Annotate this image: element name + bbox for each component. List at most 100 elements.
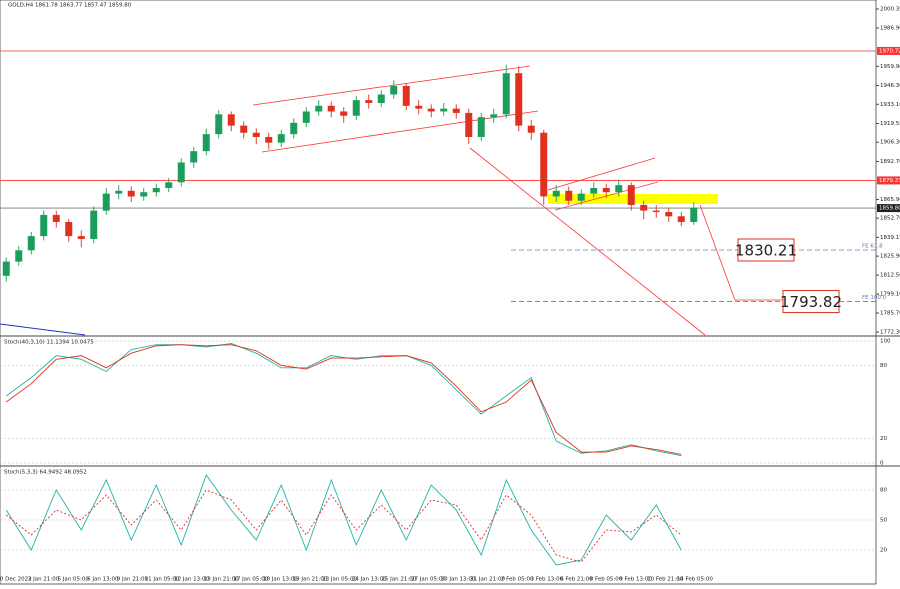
candle-body: [640, 204, 648, 211]
x-tick-label: 25 Jan 21:00: [381, 577, 416, 583]
chart-title: GOLD,H4 1861.78 1863.77 1857.47 1859.80: [8, 3, 132, 9]
y-tick-label: 0: [880, 461, 884, 467]
candle-body: [152, 187, 160, 193]
candle-body: [302, 111, 310, 123]
candle-body: [227, 114, 235, 126]
candle-body: [652, 210, 660, 213]
x-tick-label: 9 Feb 13:00: [619, 577, 652, 583]
level-box: [877, 46, 900, 55]
y-tick-label: 1919.55: [880, 121, 900, 127]
x-tick-label: 12 Jan 13:00: [174, 577, 209, 583]
y-tick-label: 20: [880, 436, 887, 442]
candle-body: [15, 250, 23, 262]
candle-body: [515, 73, 523, 126]
candle-body: [627, 185, 635, 205]
candle-body: [140, 192, 148, 197]
candle-body: [552, 190, 560, 197]
candle-body: [252, 132, 260, 137]
level-label: 1879.33: [879, 178, 900, 184]
target-label: 1830.21: [735, 241, 797, 259]
x-tick-label: 13 Jan 21:00: [204, 577, 239, 583]
y-tick-label: 1799.10: [880, 292, 900, 298]
candle-body: [690, 208, 698, 222]
blue-line: [0, 323, 86, 336]
trend-line: [469, 147, 706, 336]
x-tick-label: 14 Feb 05:00: [677, 577, 714, 583]
x-tick-label: 30 Jan 13:00: [441, 577, 476, 583]
candle-body: [277, 134, 285, 143]
x-tick-label: 9 Jan 21:00: [117, 577, 149, 583]
candle-body: [565, 190, 573, 201]
y-tick-label: 1959.90: [880, 64, 900, 70]
y-tick-label: 1812.50: [880, 273, 900, 279]
candle-body: [52, 214, 60, 222]
candle-body: [340, 111, 348, 116]
x-tick-label: 19 Jan 21:00: [293, 577, 328, 583]
x-tick-label: 24 Jan 13:00: [352, 577, 387, 583]
candle-body: [365, 100, 373, 103]
candle-body: [315, 105, 323, 112]
candle-body: [177, 162, 185, 183]
candle-body: [240, 125, 248, 133]
x-tick-label: 31 Jan 21:00: [470, 577, 505, 583]
x-tick-label: 23 Jan 05:00: [322, 577, 357, 583]
candle-body: [190, 151, 198, 163]
x-tick-label: 10 Feb 21:00: [647, 577, 684, 583]
target-box: [737, 238, 795, 262]
target-box: [782, 290, 840, 314]
y-tick-label: 1852.70: [880, 216, 900, 222]
x-tick-label: 6 Jan 13:00: [87, 577, 119, 583]
candle-body: [202, 134, 210, 152]
candle-body: [465, 112, 473, 137]
y-tick-label: 1825.90: [880, 254, 900, 260]
x-tick-label: 27 Jan 05:00: [411, 577, 446, 583]
candle-body: [377, 94, 385, 103]
y-tick-label: 1933.10: [880, 102, 900, 108]
y-tick-label: 1865.90: [880, 197, 900, 203]
level-label: 1970.72: [879, 48, 900, 54]
y-tick-label: 1785.70: [880, 311, 900, 317]
x-tick-label: 30 Dec 2022: [0, 577, 32, 583]
x-tick-label: 5 Jan 05:00: [58, 577, 90, 583]
target-label: 1793.82: [780, 293, 842, 311]
candle-body: [165, 182, 173, 188]
indicator-title: Stoch(5,3,3) 64.9492 48.0952: [4, 470, 87, 476]
indicator-line: [5, 489, 682, 563]
candle-body: [102, 193, 110, 211]
x-tick-label: 11 Jan 05:00: [145, 577, 180, 583]
candle-body: [602, 187, 610, 193]
candle-body: [90, 210, 98, 239]
candle-body: [490, 114, 498, 118]
channel-line: [261, 110, 539, 153]
y-tick-label: 20: [880, 548, 887, 554]
candle-body: [265, 136, 273, 143]
candle-body: [27, 236, 35, 251]
candle-body: [427, 108, 435, 112]
candle-body: [402, 85, 410, 106]
y-tick-label: 1839.15: [880, 235, 900, 241]
y-tick-label: 80: [880, 488, 887, 494]
x-tick-label: 3 Feb 13:00: [531, 577, 564, 583]
indicator-title: Stoch(40,3,10) 11.1394 10.0475: [4, 340, 94, 346]
candle-body: [390, 85, 398, 95]
candle-body: [290, 122, 298, 135]
y-tick-label: 1772.30: [880, 330, 900, 336]
x-tick-label: 18 Jan 13:00: [263, 577, 298, 583]
candle-body: [352, 100, 360, 116]
y-tick-label: 1946.30: [880, 83, 900, 89]
candle-body: [2, 261, 10, 276]
candle-body: [127, 190, 135, 197]
candle-body: [327, 105, 335, 112]
candle-body: [452, 108, 460, 113]
candle-body: [115, 190, 123, 194]
candle-body: [415, 105, 423, 109]
x-tick-label: 17 Jan 05:00: [233, 577, 268, 583]
x-tick-label: 3 Jan 21:00: [28, 577, 60, 583]
candle-body: [540, 132, 548, 197]
y-tick-label: 1892.70: [880, 159, 900, 165]
candle-body: [440, 108, 448, 112]
candle-body: [577, 193, 585, 201]
candle-body: [502, 73, 510, 115]
